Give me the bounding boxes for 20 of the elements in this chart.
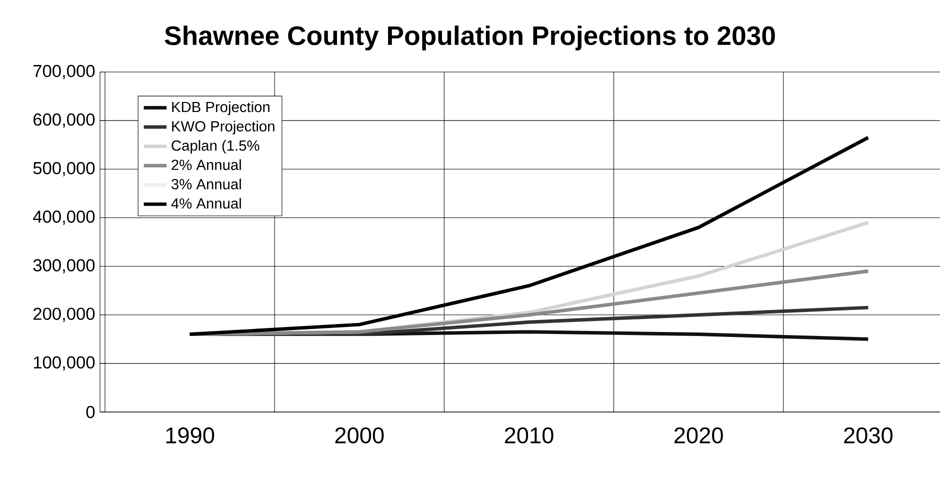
legend-label: Caplan (1.5% — [172, 140, 260, 154]
x-tick-label: 2010 — [504, 427, 554, 444]
x-tick-label: 2030 — [844, 427, 893, 444]
y-tick-label: 0 — [86, 406, 95, 418]
y-tick-label: 400,000 — [33, 210, 95, 225]
y-tick-label: 500,000 — [33, 162, 95, 176]
legend-label: KWO Projection — [172, 120, 274, 134]
legend-label: 4% Annual — [171, 198, 241, 209]
legend-label: 3% Annual — [172, 178, 241, 190]
x-tick-label: 1990 — [166, 427, 214, 444]
y-tick-label: 100,000 — [34, 356, 95, 371]
x-tick-label: 2000 — [335, 427, 384, 444]
x-tick-label: 2020 — [674, 427, 723, 444]
y-tick-label: 300,000 — [33, 259, 95, 274]
chart-title: Shawnee County Population Projections to 2030 — [164, 26, 775, 50]
legend-label: 2% Annual — [172, 159, 241, 170]
y-tick-label: 700,000 — [34, 64, 95, 80]
y-tick-label: 600,000 — [34, 113, 95, 128]
legend-label: KDB Projection — [172, 101, 270, 116]
y-tick-label: 200,000 — [34, 308, 95, 322]
